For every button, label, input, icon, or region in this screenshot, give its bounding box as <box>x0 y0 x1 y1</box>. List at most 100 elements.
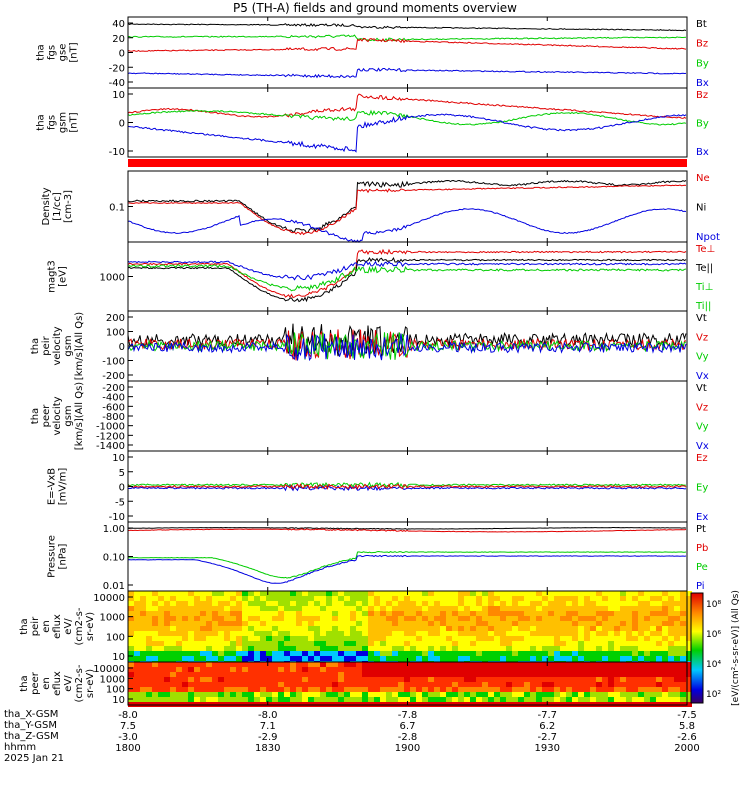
legend-fgs-gsm-By: By <box>696 119 709 130</box>
series-Npot <box>127 208 687 244</box>
x-tick-tha_Y-GSM: 6.7 <box>400 721 416 732</box>
y-label-peir-spec: en <box>41 620 52 633</box>
y-label-fgs-gse: tha <box>36 44 47 60</box>
ephem-row-time: hhmm <box>4 742 37 753</box>
y-tick-fgs-gse: -20 <box>109 63 125 74</box>
y-label-peir-velocity: peir <box>41 335 52 355</box>
x-tick-tha_Y-GSM: 6.2 <box>539 721 555 732</box>
y-label-density: [1/cc] <box>52 192 63 221</box>
y-tick-peer-velocity: -1400 <box>96 441 125 452</box>
y-tick-peer-velocity: -1200 <box>96 431 125 442</box>
y-label-peer-spec: peer <box>30 671 41 695</box>
x-tick-tha_Z-GSM: -2.7 <box>537 732 557 743</box>
y-tick-fgs-gse: -40 <box>109 78 125 89</box>
y-tick-fgs-gsm: -10 <box>109 147 125 158</box>
y-label-fgs-gsm: gsm <box>58 112 69 133</box>
legend-temperature-Ti⊥: Ti⊥ <box>695 282 713 293</box>
y-label-peer-spec: tha <box>19 675 30 691</box>
series-Ne <box>127 184 687 236</box>
colorbar-tick: 10⁴ <box>706 660 721 670</box>
y-label-peer-spec: (cm2-s- <box>74 664 85 702</box>
peer-spectrogram <box>128 662 692 707</box>
x-tick-tha_X-GSM: -8.0 <box>118 710 138 721</box>
x-tick-tha_X-GSM: -7.5 <box>677 710 697 721</box>
legend-e-field-Ez: Ez <box>696 453 708 464</box>
series-Te-perp <box>127 248 687 299</box>
y-tick-peer-velocity: -1000 <box>96 422 125 433</box>
x-tick-tha_Y-GSM: 7.5 <box>120 721 136 732</box>
legend-fgs-gsm-Bx: Bx <box>696 147 709 158</box>
series-Pe <box>127 550 687 579</box>
y-label-e-field: [mV/m] <box>58 468 69 506</box>
y-tick-fgs-gse: 20 <box>112 34 125 45</box>
series-Te-par <box>127 256 687 303</box>
y-tick-fgs-gse: 0 <box>119 49 125 60</box>
series-gsm-Bx <box>127 113 687 153</box>
y-label-peir-spec: eV/ <box>63 618 74 635</box>
y-label-peer-velocity: peer <box>41 404 52 428</box>
legend-temperature-Ti||: Ti|| <box>695 301 711 312</box>
x-tick-tha_Z-GSM: -2.8 <box>398 732 418 743</box>
y-label-fgs-gsm: tha <box>36 114 47 130</box>
y-tick-e-field: -10 <box>109 512 125 523</box>
legend-density-Npot: Npot <box>696 232 720 243</box>
y-tick-peir-velocity: -100 <box>102 357 125 368</box>
y-tick-peir-velocity: -200 <box>102 371 125 382</box>
x-tick-tha_X-GSM: -8.0 <box>258 710 278 721</box>
y-tick-pressure: 1.00 <box>103 524 125 535</box>
y-tick-peer-spec: 10 <box>112 695 125 706</box>
ephem-row-z: tha_Z-GSM <box>4 731 59 742</box>
y-label-temperature: [eV] <box>58 266 69 287</box>
y-tick-peer-velocity: -400 <box>102 393 125 404</box>
y-tick-e-field: -5 <box>115 497 125 508</box>
y-label-peer-spec: sr-eV) <box>85 669 96 698</box>
series-Ez <box>128 483 687 490</box>
colorbar <box>690 592 704 704</box>
y-label-fgs-gse: gse <box>58 44 69 62</box>
x-tick-hhmm: 1900 <box>395 743 420 754</box>
x-tick-tha_Z-GSM: -3.0 <box>118 732 138 743</box>
legend-peer-velocity-Vx: Vx <box>696 441 709 452</box>
series-Pt <box>127 526 687 530</box>
y-label-peir-velocity: gsm <box>63 335 74 356</box>
legend-pressure-Pe: Pe <box>696 562 708 573</box>
y-tick-peir-velocity: 100 <box>106 328 125 339</box>
legend-peir-velocity-Vx: Vx <box>696 371 709 382</box>
y-tick-e-field: 10 <box>112 453 125 464</box>
panel-frame-peer-velocity <box>127 380 688 452</box>
legend-peir-velocity-Vt: Vt <box>696 313 707 324</box>
y-label-peer-spec: eflux <box>52 671 63 696</box>
y-tick-e-field: 5 <box>119 468 125 479</box>
y-tick-peir-spec: 10 <box>112 652 125 663</box>
series-gsm-By <box>127 109 687 126</box>
y-label-density: [cm-3] <box>63 190 74 223</box>
x-tick-tha_X-GSM: -7.8 <box>398 710 418 721</box>
y-label-pressure: Pressure <box>47 535 58 578</box>
legend-density-Ni: Ni <box>696 203 706 214</box>
y-label-peir-velocity: velocity <box>52 326 63 365</box>
legend-peer-velocity-Vz: Vz <box>696 402 708 413</box>
y-label-fgs-gsm: [nT] <box>69 112 80 132</box>
legend-peir-velocity-Vy: Vy <box>696 352 709 363</box>
series-peir-Vt <box>127 323 687 358</box>
y-label-peer-velocity: tha <box>30 408 41 424</box>
legend-pressure-Pb: Pb <box>696 543 708 554</box>
legend-fgs-gsm-Bz: Bz <box>696 90 708 101</box>
y-tick-fgs-gsm: 0 <box>119 119 125 130</box>
y-tick-peir-spec: 100 <box>106 632 125 643</box>
y-tick-fgs-gsm: 10 <box>112 90 125 101</box>
y-tick-peer-velocity: -200 <box>102 383 125 394</box>
x-tick-tha_X-GSM: -7.7 <box>537 710 557 721</box>
date-label: 2025 Jan 21 <box>4 753 64 764</box>
y-tick-peir-spec: 10000 <box>93 593 125 604</box>
legend-peir-velocity-Vz: Vz <box>696 332 708 343</box>
ephem-row-y: tha_Y-GSM <box>4 720 58 731</box>
y-label-peir-velocity: [km/s](All Qs) <box>74 312 85 380</box>
series-Bz <box>127 37 687 52</box>
x-tick-hhmm: 1930 <box>535 743 560 754</box>
y-label-fgs-gse: [nT] <box>69 42 80 62</box>
x-tick-tha_Z-GSM: -2.6 <box>677 732 697 743</box>
y-tick-peir-velocity: 200 <box>106 313 125 324</box>
colorbar-tick: 10² <box>706 690 721 700</box>
y-tick-peer-spec: 1000 <box>100 674 125 685</box>
